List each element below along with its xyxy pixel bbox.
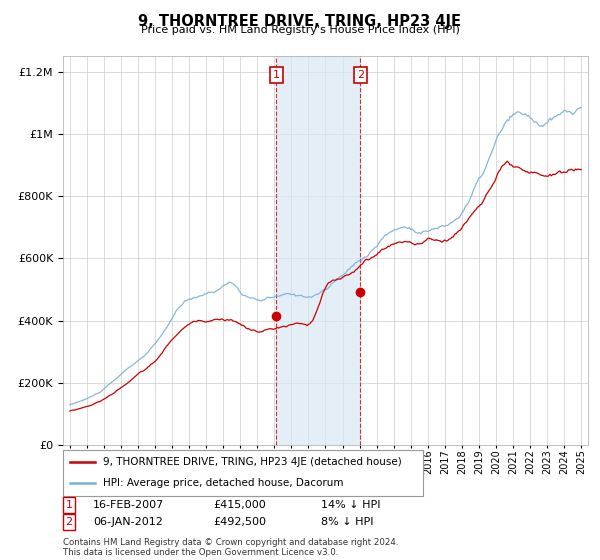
Text: Contains HM Land Registry data © Crown copyright and database right 2024.: Contains HM Land Registry data © Crown c… [63, 538, 398, 547]
Text: 1: 1 [273, 69, 280, 80]
Text: HPI: Average price, detached house, Dacorum: HPI: Average price, detached house, Daco… [103, 478, 343, 488]
Text: This data is licensed under the Open Government Licence v3.0.: This data is licensed under the Open Gov… [63, 548, 338, 557]
Text: 16-FEB-2007: 16-FEB-2007 [93, 500, 164, 510]
Text: 1: 1 [65, 500, 73, 510]
Text: 2: 2 [65, 517, 73, 527]
Text: Price paid vs. HM Land Registry's House Price Index (HPI): Price paid vs. HM Land Registry's House … [140, 25, 460, 35]
Text: £415,000: £415,000 [213, 500, 266, 510]
Text: 06-JAN-2012: 06-JAN-2012 [93, 517, 163, 527]
Text: 14% ↓ HPI: 14% ↓ HPI [321, 500, 380, 510]
Text: 9, THORNTREE DRIVE, TRING, HP23 4JE: 9, THORNTREE DRIVE, TRING, HP23 4JE [139, 14, 461, 29]
Bar [277, 56, 360, 445]
Text: 8% ↓ HPI: 8% ↓ HPI [321, 517, 373, 527]
Text: 9, THORNTREE DRIVE, TRING, HP23 4JE (detached house): 9, THORNTREE DRIVE, TRING, HP23 4JE (det… [103, 457, 401, 467]
Text: £492,500: £492,500 [213, 517, 266, 527]
Text: 2: 2 [357, 69, 364, 80]
